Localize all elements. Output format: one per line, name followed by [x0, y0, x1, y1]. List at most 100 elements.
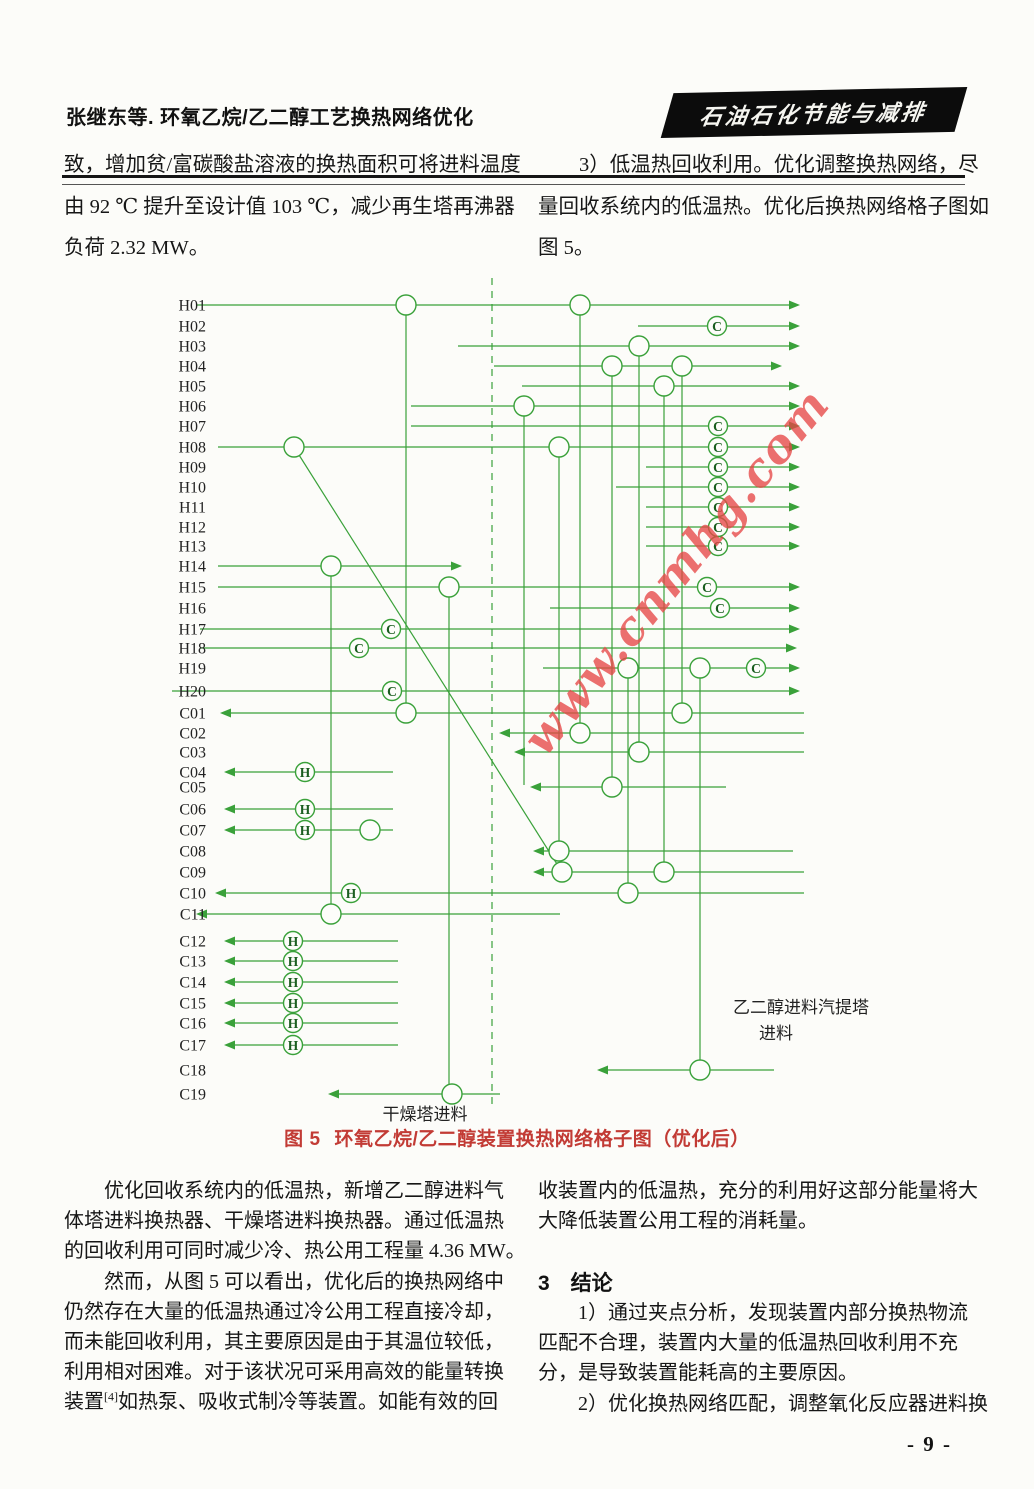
stream-arrow-C19 — [328, 1089, 339, 1099]
stream-arrow-C12 — [224, 936, 235, 946]
figure-caption-text: 环氧乙烷/乙二醇装置换热网络格子图（优化后） — [334, 1129, 750, 1150]
node-letter: C — [386, 622, 396, 637]
stream-arrow-H06 — [789, 401, 800, 411]
stream-arrow-H08 — [789, 442, 800, 452]
conclusion-heading: 3 结论 — [538, 1272, 613, 1295]
text-line: 量回收系统内的低温热。优化后换热网络格子图如 — [538, 195, 989, 218]
stream-label-C07: C07 — [179, 823, 206, 840]
header-rule — [62, 175, 965, 185]
stream-label-C04: C04 — [179, 765, 206, 782]
stream-arrow-C02 — [499, 728, 510, 738]
stream-label-H19: H19 — [178, 661, 206, 678]
node-letter: H — [300, 823, 311, 838]
stream-arrow-H18 — [786, 643, 797, 653]
node-letter: H — [288, 1016, 299, 1031]
stream-label-H05: H05 — [178, 379, 206, 396]
stream-arrow-H19 — [789, 663, 800, 673]
stream-arrow-C09 — [533, 867, 544, 877]
text-line: 仍然存在大量的低温热通过冷公用工程直接冷却， — [64, 1300, 504, 1323]
stream-label-C05: C05 — [179, 780, 206, 797]
text-line: 利用相对困难。对于该状况可采用高效的能量转换 — [64, 1361, 504, 1384]
cooler-node-H17 — [380, 618, 402, 640]
paragraph-bottom-left: 优化回收系统内的低温热，新增乙二醇进料气 体塔进料换热器、干燥塔进料换热器。通过低… — [64, 1176, 526, 1418]
stream-arrow-H09 — [789, 462, 800, 472]
stream-arrow-C18 — [597, 1065, 608, 1075]
cooler-node-H20 — [381, 680, 403, 702]
stream-label-C10: C10 — [179, 886, 206, 903]
stream-label-H14: H14 — [178, 559, 206, 576]
stream-arrow-H15 — [789, 582, 800, 592]
exchanger-node-H19 — [617, 657, 639, 679]
stream-label-H17: H17 — [178, 622, 206, 639]
cooler-node-H13 — [707, 535, 729, 557]
figure-annotation: 干燥塔进料 — [383, 1105, 468, 1124]
stream-arrow-H14 — [451, 561, 462, 571]
node-letter: H — [300, 765, 311, 780]
text-line: 大降低装置公用工程的消耗量。 — [538, 1210, 818, 1233]
node-letter: C — [354, 641, 364, 656]
text-line: 由 92 ℃ 提升至设计值 103 ℃，减少再生塔再沸器 — [64, 195, 515, 218]
cooler-node-H02 — [706, 315, 728, 337]
exchanger-node-C03 — [628, 741, 650, 763]
exchanger-node-C01 — [671, 702, 693, 724]
stream-arrow-H10 — [789, 482, 800, 492]
figure-annotation: 进料 — [759, 1024, 793, 1043]
exchanger-node-H04 — [671, 355, 693, 377]
stream-arrow-C07 — [224, 825, 235, 835]
stream-label-H09: H09 — [178, 460, 206, 477]
node-letter: C — [712, 319, 722, 334]
exchanger-node-C09 — [551, 861, 573, 883]
stream-arrow-C04 — [224, 767, 235, 777]
stream-arrow-C11 — [196, 909, 207, 919]
node-letter: C — [713, 480, 723, 495]
exchanger-node-H05 — [653, 375, 675, 397]
stream-label-C13: C13 — [179, 954, 206, 971]
running-head-title: 张继东等. 环氧乙烷/乙二醇工艺换热网络优化 — [66, 107, 474, 129]
exchanger-node-C07 — [359, 819, 381, 841]
stream-arrow-C01 — [220, 708, 231, 718]
text-line: 的回收利用可同时减少冷、热公用工程量 4.36 MW。 — [64, 1240, 526, 1263]
node-letter: C — [713, 460, 723, 475]
cooler-node-H09 — [707, 456, 729, 478]
stream-label-H16: H16 — [178, 601, 206, 618]
figure-caption-label: 图 5 — [284, 1129, 321, 1150]
exchanger-node-H08 — [548, 436, 570, 458]
stream-arrow-H11 — [789, 502, 800, 512]
stream-label-C14: C14 — [179, 975, 206, 992]
heater-node-C15 — [282, 992, 304, 1014]
node-letter: C — [713, 440, 723, 455]
node-letter: C — [713, 539, 723, 554]
stream-label-H11: H11 — [179, 500, 206, 517]
stream-arrow-H01 — [789, 300, 800, 310]
stream-arrow-H02 — [789, 321, 800, 331]
node-letter: H — [300, 802, 311, 817]
stream-label-H07: H07 — [178, 419, 206, 436]
heater-node-C17 — [282, 1034, 304, 1056]
cooler-node-H15 — [696, 576, 718, 598]
stream-arrow-H20 — [789, 686, 800, 696]
exchanger-node-H01 — [395, 294, 417, 316]
exchanger-node-C19 — [441, 1083, 463, 1105]
stream-label-C06: C06 — [179, 802, 206, 819]
heater-node-C04 — [294, 761, 316, 783]
conclusion-items: 1）通过夹点分析，发现装置内部分换热物流 匹配不合理，装置内大量的低温热回收利用不… — [538, 1298, 988, 1419]
node-letter: C — [751, 661, 761, 676]
text-line: 装置[4]如热泵、吸收式制冷等装置。如能有效的回 — [64, 1389, 498, 1414]
stream-label-H06: H06 — [178, 399, 206, 416]
figure-caption: 图 5 环氧乙烷/乙二醇装置换热网络格子图（优化后） — [40, 1124, 994, 1151]
exchanger-node-H01 — [569, 294, 591, 316]
heater-node-C14 — [282, 971, 304, 993]
text-line: 优化回收系统内的低温热，新增乙二醇进料气 — [64, 1180, 504, 1202]
stream-label-H01: H01 — [178, 298, 206, 315]
heater-node-C13 — [282, 950, 304, 972]
stream-label-C12: C12 — [179, 934, 206, 951]
heater-node-C07 — [294, 819, 316, 841]
cooler-node-H10 — [707, 476, 729, 498]
stream-label-H02: H02 — [178, 319, 206, 336]
stream-arrow-C03 — [514, 747, 525, 757]
exchanger-node-H15 — [438, 576, 460, 598]
stream-arrow-C17 — [224, 1040, 235, 1050]
text-line: 体塔进料换热器、干燥塔进料换热器。通过低温热 — [64, 1210, 504, 1233]
exchanger-node-C02 — [569, 722, 591, 744]
heater-node-C10 — [340, 882, 362, 904]
